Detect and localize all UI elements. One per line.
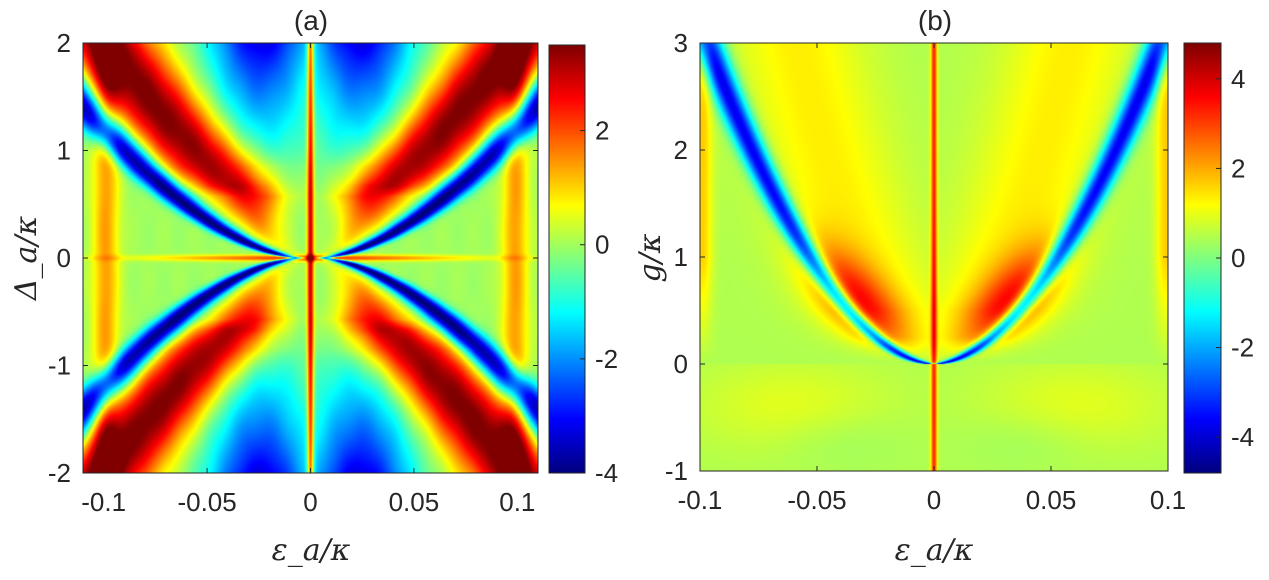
panel-a-x-ticks: -0.1 -0.05 0 0.05 0.1 [81,43,535,517]
x-tick-label: 0.1 [1150,485,1186,515]
y-tick-label: 3 [674,28,688,58]
y-tick-label: 1 [57,136,71,166]
colorbar-tick-label: -2 [595,344,618,374]
panel-a-x-label: ε_a/κ [272,533,351,568]
panel-a-colorbar [549,45,585,473]
x-tick-label: -0.1 [678,485,723,515]
colorbar-tick-label: -4 [1231,422,1254,452]
y-tick-label: -1 [48,351,71,381]
panel-a-y-label: Δ_a/κ [9,216,44,302]
panel-b-title: (b) [918,5,952,36]
x-tick-label: 0.1 [499,487,535,517]
panel-b-y-label: g/κ [633,233,668,282]
colorbar-tick-label: 2 [595,116,609,146]
panel-b-x-ticks: -0.1 -0.05 0 0.05 0.1 [678,43,1186,515]
panel-b-colorbar [1184,43,1221,473]
panel-b: (b) -0.1 -0.05 0 0.05 0.1 3 2 1 0 -1 ε_a/κ g/κ 4… [633,5,1254,568]
panel-b-x-label: ε_a/κ [895,533,974,568]
y-tick-label: -2 [48,458,71,488]
x-tick-label: 0 [303,487,317,517]
panel-b-colorbar-ticks: 4 2 0 -2 -4 [1216,64,1254,452]
panel-b-y-ticks: 3 2 1 0 -1 [665,28,1168,486]
y-tick-label: -1 [665,456,688,486]
panel-b-heatmap [700,43,1168,471]
colorbar-tick-label: 4 [1231,64,1245,94]
colorbar-tick-label: -4 [595,458,618,488]
panel-a-heatmap [83,43,538,473]
y-tick-label: 2 [674,135,688,165]
x-tick-label: 0 [927,485,941,515]
panel-a-title: (a) [294,5,328,36]
colorbar-tick-label: 0 [595,230,609,260]
panel-a-y-ticks: 2 1 0 -1 -2 [48,28,538,488]
y-tick-label: 2 [57,28,71,58]
colorbar-tick-label: 2 [1231,153,1245,183]
x-tick-label: -0.05 [177,487,236,517]
x-tick-label: -0.1 [81,487,126,517]
colorbar-tick-label: -2 [1231,333,1254,363]
panel-a-colorbar-ticks: 2 0 -2 -4 [580,116,618,488]
y-tick-label: 0 [674,349,688,379]
x-tick-label: 0.05 [1026,485,1077,515]
y-tick-label: 0 [57,243,71,273]
colorbar-tick-label: 0 [1231,243,1245,273]
x-tick-label: 0.05 [389,487,440,517]
panel-a-colorbar-frame [548,44,586,474]
panel-a: (a) -0.1 -0.05 0 0.05 0.1 2 1 0 -1 -2 ε_a/κ Δ_a/… [9,5,618,568]
y-tick-label: 1 [674,242,688,272]
x-tick-label: -0.05 [787,485,846,515]
